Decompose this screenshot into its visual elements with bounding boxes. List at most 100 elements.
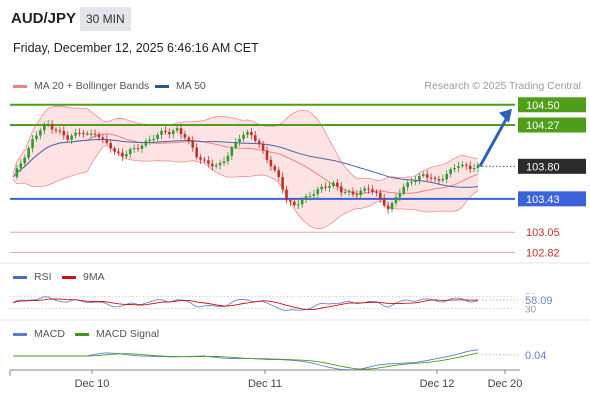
- candle-body: [398, 193, 402, 198]
- candle-body: [257, 140, 261, 144]
- candle-body: [66, 135, 70, 140]
- candle-body: [367, 188, 370, 190]
- candle-body: [203, 159, 206, 161]
- candle-body: [50, 124, 54, 130]
- candle-body: [121, 152, 124, 157]
- candle-body: [31, 139, 34, 149]
- x-tick-label-0: Dec 10: [75, 378, 110, 390]
- candle-body: [246, 132, 249, 135]
- candle-body: [27, 148, 30, 158]
- credit-text: Research © 2025 Trading Central: [424, 80, 581, 92]
- legend-label: 9MA: [83, 271, 105, 283]
- candle-body: [371, 189, 374, 192]
- candle-body: [433, 178, 437, 180]
- legend-label: MA 20 + Bollinger Bands: [34, 80, 150, 92]
- level-tag-0: [518, 97, 586, 113]
- candle-body: [429, 177, 433, 179]
- candle-body: [351, 191, 355, 195]
- macd-signal-line: [13, 352, 479, 370]
- candle-body: [308, 195, 312, 197]
- candle-body: [39, 130, 42, 136]
- candle-body: [238, 138, 241, 142]
- candle-body: [128, 149, 132, 155]
- symbol-title: AUD/JPY: [11, 10, 77, 27]
- candle-body: [457, 166, 460, 168]
- candle-body: [58, 130, 62, 132]
- candle-body: [382, 198, 386, 206]
- candle-body: [93, 133, 97, 135]
- candle-body: [414, 180, 417, 183]
- candle-body: [148, 139, 152, 141]
- candle-body: [74, 132, 77, 136]
- forecast-arrow-head: [499, 108, 512, 123]
- candle-body: [265, 150, 269, 160]
- x-tick-label-2: Dec 12: [420, 378, 455, 390]
- candle-body: [125, 154, 128, 157]
- bollinger-lower: [12, 145, 479, 230]
- candle-body: [140, 145, 144, 149]
- candle-body: [343, 191, 347, 193]
- candle-body: [375, 191, 378, 193]
- candle-body: [195, 147, 198, 158]
- last-price-tag: [518, 158, 586, 174]
- candle-body: [355, 194, 359, 196]
- candle-body: [418, 175, 421, 181]
- last-price-label: 103.80: [526, 161, 560, 173]
- candle-body: [476, 164, 480, 169]
- ma50-line: [12, 139, 479, 188]
- candle-body: [85, 133, 89, 135]
- candle-body: [101, 137, 105, 140]
- candle-body: [187, 137, 191, 141]
- candle-body: [347, 191, 351, 193]
- candle-body: [183, 134, 187, 138]
- legend-swatch: [13, 275, 27, 279]
- candle-body: [304, 196, 308, 201]
- candle-body: [320, 186, 323, 190]
- legend-rsi-ma: 9MA: [62, 271, 105, 283]
- legend-label: MACD: [34, 328, 65, 340]
- legend-swatch: [155, 84, 169, 88]
- candle-body: [179, 128, 183, 135]
- legend-macd: MACD: [13, 328, 65, 340]
- level-label-2: 103.43: [526, 194, 560, 206]
- macd-panel: 0.04: [13, 349, 546, 371]
- candle-body: [226, 155, 230, 162]
- candle-body: [363, 188, 366, 191]
- candle-body: [70, 135, 73, 140]
- legend-bollinger: MA 20 + Bollinger Bands: [13, 80, 149, 92]
- candle-body: [269, 159, 273, 167]
- candle-body: [210, 163, 214, 167]
- candle-body: [113, 148, 116, 152]
- candle-body: [214, 165, 218, 167]
- rsi-ma-line: [12, 298, 479, 311]
- legend-swatch: [75, 332, 89, 336]
- candle-body: [261, 143, 265, 151]
- candle-body: [453, 167, 456, 170]
- candle-body: [234, 141, 238, 148]
- candle-body: [390, 203, 394, 210]
- candle-body: [168, 132, 171, 135]
- candle-body: [222, 161, 226, 163]
- candle-body: [136, 148, 140, 150]
- candle-body: [82, 133, 85, 135]
- candle-body: [175, 128, 179, 131]
- candle-body: [62, 130, 66, 136]
- candle-body: [300, 200, 304, 205]
- candle-body: [156, 134, 159, 140]
- candle-body: [359, 190, 363, 195]
- legend-swatch: [13, 84, 27, 88]
- candle-body: [199, 157, 202, 160]
- legend-swatch: [13, 332, 27, 336]
- forecast-arrow: [478, 108, 512, 168]
- candle-body: [42, 125, 46, 131]
- candle-body: [23, 157, 27, 164]
- timeframe-badge[interactable]: 30 MIN: [80, 7, 131, 31]
- candle-body: [328, 185, 331, 188]
- candle-body: [312, 194, 316, 196]
- macd-value: 0.04: [525, 350, 546, 362]
- candle-body: [379, 192, 382, 199]
- candle-body: [54, 129, 58, 131]
- candle-body: [281, 176, 284, 190]
- candle-body: [449, 169, 452, 174]
